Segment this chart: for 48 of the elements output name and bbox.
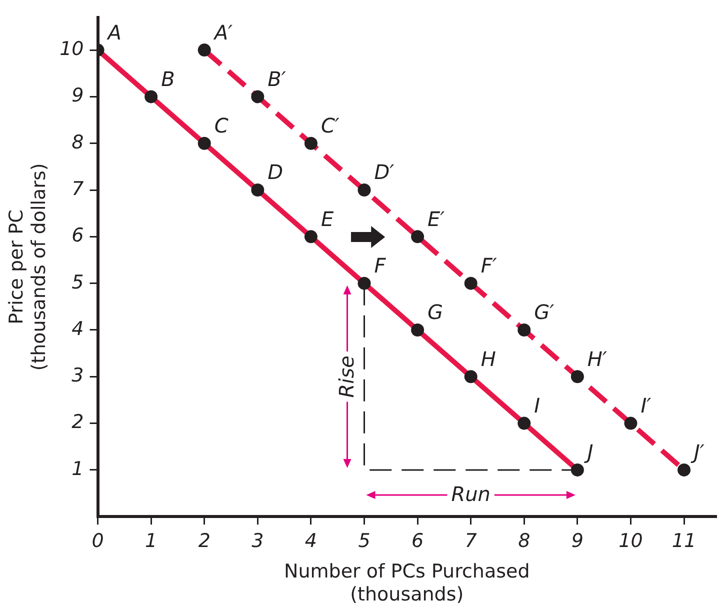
x-axis-title: Number of PCs Purchased (thousands) bbox=[284, 560, 530, 606]
annotation: Run bbox=[451, 482, 490, 506]
annotation: Rise bbox=[334, 356, 358, 398]
data-label: C bbox=[214, 114, 228, 138]
x-tick-label: 2 bbox=[198, 530, 210, 552]
y-tick-label: 9 bbox=[72, 84, 84, 107]
y-tick-label: 7 bbox=[72, 178, 84, 200]
y-axis-title: Price per PC (thousands of dollars) bbox=[5, 163, 50, 371]
data-label: A′ bbox=[212, 20, 234, 44]
data-label: J′ bbox=[690, 440, 705, 464]
x-tick-label: 8 bbox=[518, 530, 530, 552]
data-label: I bbox=[534, 393, 540, 418]
data-label: B′ bbox=[268, 66, 286, 91]
data-label: I′ bbox=[640, 393, 652, 418]
y-tick-label: 6 bbox=[72, 224, 84, 247]
data-label: B bbox=[161, 66, 175, 91]
x-tick-label: 0 bbox=[92, 530, 104, 552]
data-label: C′ bbox=[320, 114, 340, 138]
y-tick-label: 2 bbox=[72, 411, 84, 434]
x-tick-label: 11 bbox=[672, 530, 696, 552]
data-label: J bbox=[583, 440, 594, 464]
data-label: F bbox=[374, 254, 386, 278]
y-tick-label: 10 bbox=[60, 38, 84, 60]
data-label: H bbox=[480, 346, 496, 371]
x-tick-label: 3 bbox=[252, 530, 264, 552]
y-tick-label: 8 bbox=[72, 131, 84, 154]
y-tick-label: 1 bbox=[72, 458, 84, 480]
data-label: D bbox=[268, 160, 284, 184]
x-tick-label: 5 bbox=[358, 530, 370, 552]
x-tick-label: 10 bbox=[618, 530, 643, 552]
x-tick-label: 4 bbox=[304, 530, 318, 552]
data-label: F′ bbox=[480, 254, 498, 278]
x-tick-label: 1 bbox=[145, 530, 158, 552]
data-label: G bbox=[428, 300, 444, 324]
data-label: D′ bbox=[374, 160, 395, 184]
data-label: H′ bbox=[587, 346, 608, 371]
y-tick-label: 3 bbox=[72, 364, 84, 387]
point bbox=[358, 276, 371, 290]
data-label: E′ bbox=[428, 206, 446, 231]
data-label: A bbox=[106, 20, 122, 44]
data-label: G′ bbox=[534, 300, 555, 324]
point bbox=[570, 463, 584, 476]
y-tick-label: 5 bbox=[72, 271, 84, 294]
x-tick-label: 9 bbox=[571, 530, 584, 552]
x-tick-label: 6 bbox=[412, 530, 424, 552]
data-label: E bbox=[320, 206, 334, 231]
y-tick-label: 4 bbox=[72, 318, 84, 340]
x-tick-label: 7 bbox=[464, 530, 477, 552]
